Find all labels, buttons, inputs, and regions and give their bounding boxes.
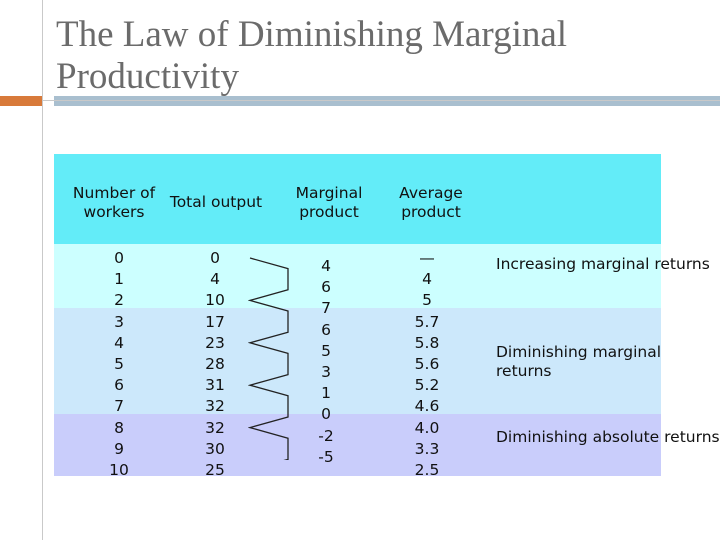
total-output-cell: 23 <box>205 333 225 352</box>
marginal-product-cell: 4 <box>321 257 331 275</box>
workers-cell: 2 <box>114 291 124 310</box>
marginal-product-cell: 0 <box>321 405 331 424</box>
marginal-product-cell: 6 <box>321 320 331 339</box>
average-product-cell: 5.6 <box>414 354 440 373</box>
marginal-product-cell: 5 <box>321 341 331 360</box>
region-note-diminishing-absolute: Diminishing absolute returns <box>496 428 720 446</box>
average-product-cell: 4 <box>422 270 432 289</box>
workers-cell: 5 <box>114 354 124 373</box>
marginal-product-cell: -2 <box>318 426 334 445</box>
total-output-cell: 10 <box>205 291 225 310</box>
header-total-output: Total output <box>169 193 263 211</box>
average-product-cell: 3.3 <box>414 439 440 458</box>
region-note-diminishing-marginal: Diminishing marginal returns <box>496 343 662 380</box>
table-header-band <box>54 154 661 244</box>
average-product-cell: 4.6 <box>414 397 440 416</box>
band-increasing <box>54 244 661 308</box>
workers-cell: 0 <box>114 249 124 267</box>
total-output-cell: 31 <box>205 376 225 395</box>
band-diminishing-absolute <box>54 414 661 476</box>
page-title: The Law of Diminishing Marginal Producti… <box>56 14 568 97</box>
accent-bar <box>0 96 42 106</box>
total-output-cell: 25 <box>205 460 225 479</box>
average-product-cell: — <box>419 249 435 267</box>
average-product-cell: 2.5 <box>414 460 440 479</box>
total-output-column: 0 4 10 17 23 28 31 32 32 30 25 <box>188 248 242 481</box>
total-output-cell: 0 <box>210 249 220 267</box>
vertical-rule <box>42 0 43 540</box>
workers-column: 0 1 2 3 4 5 6 7 8 9 10 <box>94 248 144 481</box>
average-product-cell: 5 <box>422 291 432 310</box>
band-diminishing-marginal <box>54 308 661 414</box>
workers-cell: 1 <box>114 270 124 289</box>
average-product-cell: 5.8 <box>414 333 440 352</box>
total-output-cell: 32 <box>205 397 225 416</box>
total-output-cell: 4 <box>210 270 220 289</box>
horizontal-rule <box>42 100 720 101</box>
average-product-cell: 5.2 <box>414 376 440 395</box>
workers-cell: 8 <box>114 418 124 437</box>
workers-cell: 6 <box>114 376 124 395</box>
header-average-product: Average product <box>399 184 463 221</box>
workers-cell: 9 <box>114 439 124 458</box>
bracket-lines <box>248 257 289 460</box>
total-output-cell: 30 <box>205 439 225 458</box>
total-output-cell: 17 <box>205 312 225 331</box>
marginal-product-cell: 7 <box>321 299 331 318</box>
average-product-cell: 4.0 <box>414 418 440 437</box>
workers-cell: 7 <box>114 397 124 416</box>
total-output-cell: 28 <box>205 354 225 373</box>
marginal-product-cell: -5 <box>318 447 334 466</box>
total-output-cell: 32 <box>205 418 225 437</box>
marginal-product-cell: 3 <box>321 362 331 381</box>
accent-bar-blue <box>54 96 720 106</box>
workers-cell: 3 <box>114 312 124 331</box>
average-product-column: — 4 5 5.7 5.8 5.6 5.2 4.6 4.0 3.3 2.5 <box>400 248 454 481</box>
marginal-product-column: 4 6 7 6 5 3 1 0 -2 -5 <box>296 256 356 468</box>
header-marginal-product: Marginal product <box>295 184 363 221</box>
header-workers: Number of workers <box>72 184 156 221</box>
average-product-cell: 5.7 <box>414 312 440 331</box>
workers-cell: 4 <box>114 333 124 352</box>
marginal-product-cell: 1 <box>321 384 331 403</box>
region-note-increasing: Increasing marginal returns <box>496 255 710 273</box>
marginal-product-cell: 6 <box>321 278 331 297</box>
workers-cell: 10 <box>109 460 129 479</box>
